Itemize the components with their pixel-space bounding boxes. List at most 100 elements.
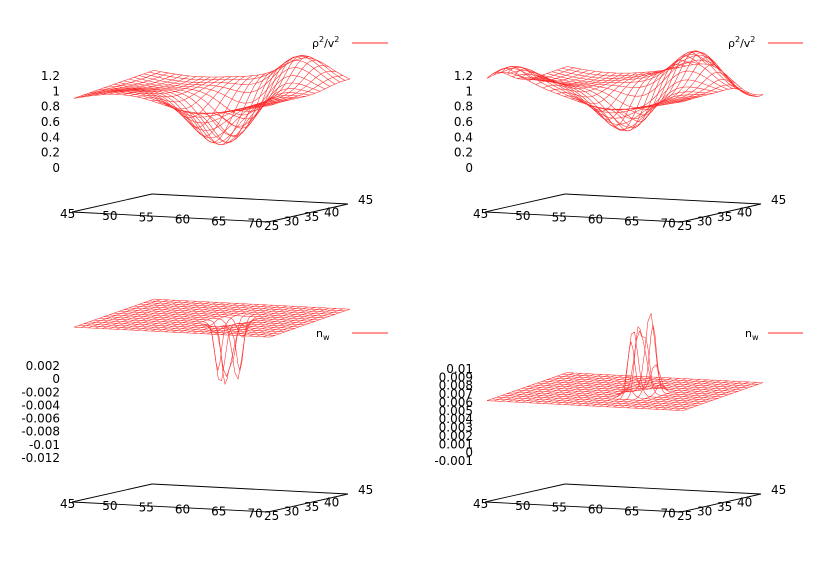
legend-label: nw — [745, 327, 759, 342]
surface-mesh-line — [94, 73, 176, 96]
x-axis — [71, 211, 269, 223]
surface-mesh-line — [661, 72, 743, 106]
x-tick-label: 65 — [624, 214, 639, 228]
surface-mesh-line — [178, 74, 260, 143]
z-tick-label: 1 — [465, 84, 473, 98]
y-tick-label: 25 — [677, 509, 692, 523]
y-tick-label: 30 — [284, 215, 299, 229]
surface-mesh-line — [234, 56, 316, 112]
surface-mesh-line — [591, 377, 673, 407]
z-tick-label: 0.002 — [26, 359, 60, 373]
y-tick-label: 40 — [737, 206, 752, 220]
surface-mesh-line — [668, 79, 750, 105]
y-tick-label: 30 — [697, 505, 712, 519]
surface-mesh-line — [94, 299, 176, 329]
x-tick-label: 65 — [211, 504, 226, 518]
surface-mesh-line — [535, 72, 617, 87]
surface-mesh-line — [486, 66, 568, 80]
surface-mesh-line — [129, 301, 211, 331]
surface-mesh-line — [255, 70, 337, 108]
x-tick-label: 55 — [139, 211, 154, 225]
chart-panel-1: ρ2/v2 45 50 55 60 65 70 25 30 35 40 45 00.2 0.40.60.8… — [41, 35, 388, 233]
surface-mesh-line — [668, 381, 750, 411]
surface-mesh-line — [136, 76, 218, 98]
z-tick-label: -0.002 — [21, 385, 60, 399]
z-tick-label: 0 — [52, 161, 60, 175]
x-tick-label: 50 — [102, 209, 117, 223]
surface-mesh-line — [199, 67, 281, 137]
x-tick-label: 55 — [552, 211, 567, 225]
surface-mesh-line — [192, 70, 274, 143]
legend-label: nw — [316, 327, 330, 342]
surface-mesh-line — [164, 303, 246, 333]
surface-mesh-line — [500, 373, 582, 402]
x-tick-label: 70 — [247, 506, 262, 520]
x-axis — [484, 501, 682, 513]
z-tick-label: -0.008 — [21, 425, 60, 439]
surface-mesh-line — [185, 304, 267, 372]
z-tick-label: 0.4 — [454, 130, 473, 144]
surface-mesh-line — [549, 375, 631, 405]
surface-mesh-line — [185, 73, 267, 146]
surface-mesh-line — [528, 72, 610, 86]
y-tick-label: 40 — [324, 206, 339, 220]
y-tick-label: 35 — [304, 210, 319, 224]
y-tick-label: 45 — [358, 193, 373, 207]
z-tick-label: 0.6 — [454, 115, 473, 129]
surface-mesh-line — [549, 72, 631, 93]
surface-mesh-line — [682, 88, 764, 102]
x-axis — [71, 501, 269, 513]
surface-mesh-line — [661, 381, 743, 410]
surface-mesh-line — [220, 56, 302, 113]
surface-mesh-line — [640, 380, 722, 409]
surface-mesh-line — [563, 376, 645, 405]
surface-mesh-line — [563, 72, 645, 104]
back-y-axis — [71, 193, 153, 213]
surface-mesh-line — [129, 76, 211, 96]
z-tick-label: 0.2 — [41, 146, 60, 160]
x-tick-label: 65 — [211, 214, 226, 228]
surface-mesh-line — [150, 302, 232, 332]
z-tick-label: 0.009 — [439, 370, 473, 384]
x-tick-label: 45 — [473, 207, 488, 221]
surface-mesh-line — [598, 341, 680, 407]
surface-mesh-line — [528, 374, 610, 404]
z-tick-label: 0.004 — [439, 412, 473, 426]
surface-mesh-line — [143, 76, 225, 103]
chart-panel-2: ρ2/v2 45 50 55 60 65 70 25 30 35 40 45 00.2 0.40.60.8… — [454, 35, 803, 233]
back-y-axis — [484, 193, 566, 213]
z-tick-label: 1 — [52, 84, 60, 98]
surface-mesh-line — [171, 303, 253, 333]
surface-mesh-line — [164, 75, 246, 128]
surface-mesh-line — [150, 76, 232, 110]
surface-mesh-line — [262, 308, 344, 338]
z-tick-label: 0.8 — [41, 100, 60, 114]
z-tick-label: -0.012 — [21, 451, 60, 465]
surface-mesh-line — [493, 372, 575, 402]
surface-mesh-line — [570, 71, 652, 112]
x-tick-label: 60 — [175, 503, 190, 517]
surface-mesh-line — [113, 312, 311, 380]
surface-mesh-line — [73, 70, 155, 99]
surface-mesh-line — [556, 72, 638, 98]
surface-mesh-line — [213, 59, 295, 120]
back-x-axis — [564, 193, 762, 205]
surface-mesh-line — [584, 69, 666, 127]
surface-mesh-line — [87, 72, 169, 97]
z-tick-label: 0.2 — [454, 146, 473, 160]
back-x-axis — [151, 193, 349, 205]
y-axis — [680, 493, 762, 513]
surface-mesh-line — [241, 60, 323, 111]
surface-mesh-line — [248, 307, 330, 337]
surface-mesh-line — [682, 382, 764, 411]
legend-label: ρ2/v2 — [728, 35, 755, 50]
surface-mesh-line — [521, 374, 603, 403]
surface-mesh-line — [507, 373, 589, 402]
z-tick-label: 0.002 — [439, 429, 473, 443]
surface-mesh-line — [675, 382, 757, 411]
surface-mesh-line — [80, 71, 162, 98]
surface-mesh-line — [577, 377, 659, 406]
x-tick-label: 45 — [473, 497, 488, 511]
surface-mesh-line — [493, 67, 575, 81]
